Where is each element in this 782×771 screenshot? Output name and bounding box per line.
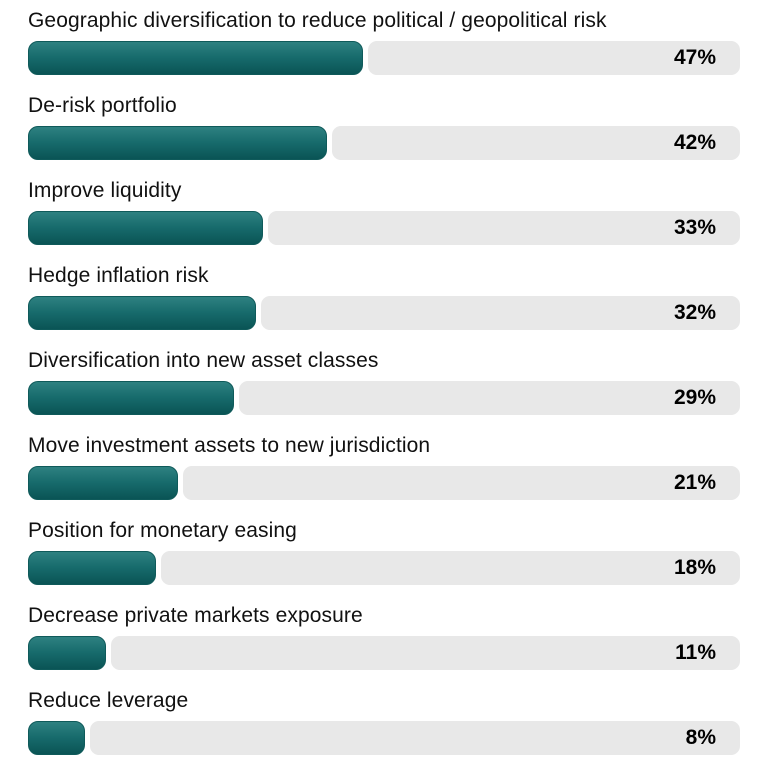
category-label: Improve liquidity — [28, 179, 182, 202]
bar-fill — [28, 551, 157, 585]
value-label: 11% — [675, 641, 716, 664]
chart-row: Geographic diversification to reduce pol… — [28, 6, 782, 75]
bar-track: 21% — [28, 466, 740, 500]
category-label: Decrease private markets exposure — [28, 604, 363, 627]
bar-track: 42% — [28, 126, 740, 160]
bar-fill — [28, 211, 263, 245]
bar-track: 29% — [28, 381, 740, 415]
bar-track-remainder — [267, 211, 740, 245]
bar-track: 11% — [28, 636, 740, 670]
bar-track-remainder — [111, 636, 740, 670]
bar-fill — [28, 636, 107, 670]
bar-track-remainder — [182, 466, 740, 500]
chart-row: Hedge inflation risk 32% — [28, 261, 782, 330]
bar-track-remainder — [161, 551, 740, 585]
category-label: Position for monetary easing — [28, 519, 297, 542]
chart-row: Decrease private markets exposure 11% — [28, 601, 782, 670]
value-label: 47% — [673, 46, 716, 69]
chart-row: Improve liquidity 33% — [28, 176, 782, 245]
chart-row: De-risk portfolio 42% — [28, 91, 782, 160]
category-label: Reduce leverage — [28, 689, 189, 712]
chart-rows: Geographic diversification to reduce pol… — [28, 6, 782, 755]
category-label: Geographic diversification to reduce pol… — [28, 9, 607, 32]
bar-track-remainder — [89, 721, 740, 755]
bar-fill — [28, 381, 235, 415]
bar-fill — [28, 721, 85, 755]
bar-fill — [28, 466, 178, 500]
bar-track-remainder — [239, 381, 740, 415]
bar-track-remainder — [367, 41, 740, 75]
bar-fill — [28, 126, 328, 160]
category-label: De-risk portfolio — [28, 94, 177, 117]
bar-track-remainder — [260, 296, 740, 330]
chart-row: Diversification into new asset classes 29… — [28, 346, 782, 415]
category-label: Diversification into new asset classes — [28, 349, 379, 372]
chart-row: Move investment assets to new jurisdicti… — [28, 431, 782, 500]
category-label: Hedge inflation risk — [28, 264, 209, 287]
value-label: 18% — [673, 556, 716, 579]
bar-track: 33% — [28, 211, 740, 245]
chart-row: Reduce leverage 8% — [28, 686, 782, 755]
bar-track: 32% — [28, 296, 740, 330]
bar-track: 8% — [28, 721, 740, 755]
bar-track-remainder — [332, 126, 740, 160]
bar-track: 18% — [28, 551, 740, 585]
bar-track: 47% — [28, 41, 740, 75]
value-label: 29% — [673, 386, 716, 409]
bar-fill — [28, 296, 256, 330]
bar-fill — [28, 41, 363, 75]
value-label: 42% — [673, 131, 716, 154]
value-label: 21% — [673, 471, 716, 494]
value-label: 32% — [673, 301, 716, 324]
category-label: Move investment assets to new jurisdicti… — [28, 434, 431, 457]
value-label: 33% — [673, 216, 716, 239]
chart-row: Position for monetary easing 18% — [28, 516, 782, 585]
value-label: 8% — [685, 726, 716, 749]
